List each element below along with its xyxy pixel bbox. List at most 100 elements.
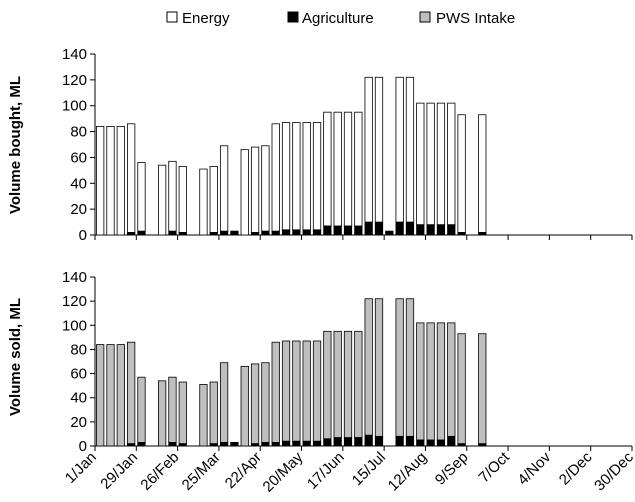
bar-agriculture-bought — [219, 230, 229, 236]
bar-agriculture-sold — [312, 440, 322, 447]
bar-pws-intake-sold — [240, 365, 249, 447]
bar-pws-intake-sold — [158, 380, 167, 447]
x-tick-label: 7/Oct — [476, 448, 514, 486]
bar-agriculture-bought — [447, 224, 456, 236]
bar-agriculture-sold — [261, 441, 270, 447]
y-tick-label-sold: 80 — [70, 341, 87, 358]
bar-pws-intake-sold — [209, 381, 218, 444]
bar-pws-intake-sold — [405, 298, 415, 437]
x-tick-label: 20/May — [260, 448, 307, 495]
bar-pws-intake-sold — [127, 341, 136, 444]
bar-pws-intake-sold — [478, 333, 487, 444]
legend-swatch-energy — [166, 11, 178, 23]
bar-energy-bought — [302, 122, 311, 231]
bar-agriculture-bought — [261, 230, 270, 236]
x-tick-label: 15/Jul — [349, 449, 389, 489]
x-tick-label: 4/Nov — [514, 448, 554, 488]
y-tick-label-bought: 80 — [70, 124, 87, 141]
bar-energy-bought — [457, 114, 466, 233]
bar-agriculture-bought — [302, 229, 311, 236]
bar-energy-bought — [405, 76, 415, 223]
x-tick-label: 1/Jan — [62, 449, 100, 487]
y-tick-label-bought: 20 — [70, 201, 87, 218]
bar-pws-intake-sold — [178, 381, 187, 444]
bar-agriculture-sold — [230, 441, 239, 447]
bar-pws-intake-sold — [447, 322, 456, 437]
bar-agriculture-sold — [219, 441, 229, 447]
bar-agriculture-sold — [364, 434, 373, 447]
bar-energy-bought — [209, 166, 218, 233]
bar-pws-intake-sold — [137, 376, 146, 443]
bar-energy-bought — [447, 102, 456, 226]
x-tick-label: 29/Jan — [97, 449, 141, 493]
x-tick-label: 2/Dec — [556, 448, 596, 488]
bar-energy-bought — [374, 76, 384, 223]
bar-energy-bought — [281, 122, 291, 231]
y-tick-label-bought: 40 — [70, 175, 87, 192]
bar-pws-intake-sold — [199, 384, 208, 447]
bar-energy-bought — [127, 123, 136, 233]
bar-energy-bought — [219, 145, 229, 232]
bar-pws-intake-sold — [457, 333, 466, 444]
bar-energy-bought — [261, 145, 270, 232]
bar-energy-bought — [178, 166, 187, 233]
bar-agriculture-bought — [364, 221, 373, 236]
bar-agriculture-bought — [426, 224, 435, 236]
bar-energy-bought — [426, 102, 435, 226]
bar-energy-bought — [354, 111, 363, 227]
bar-agriculture-bought — [385, 230, 394, 236]
bar-energy-bought — [168, 160, 177, 232]
bar-agriculture-bought — [436, 224, 446, 236]
bar-pws-intake-sold — [302, 340, 311, 442]
bar-agriculture-bought — [230, 230, 239, 236]
bar-energy-bought — [364, 76, 373, 223]
bar-agriculture-bought — [333, 225, 342, 236]
bar-pws-intake-sold — [395, 298, 404, 437]
bar-energy-bought — [333, 111, 342, 227]
bar-pws-intake-sold — [96, 344, 105, 447]
bar-agriculture-bought — [416, 224, 425, 236]
x-tick-label: 30/Dec — [591, 448, 635, 494]
bar-agriculture-sold — [447, 435, 456, 447]
bar-energy-bought — [436, 102, 446, 226]
bar-agriculture-sold — [426, 439, 435, 447]
legend-label-agriculture: Agriculture — [302, 10, 374, 27]
legend-swatch-pws-intake — [419, 11, 431, 23]
bar-energy-bought — [395, 76, 404, 223]
bar-pws-intake-sold — [116, 344, 125, 447]
bar-energy-bought — [292, 122, 301, 231]
y-tick-label-sold: 20 — [70, 414, 87, 431]
y-axis-label-sold: Volume sold, ML — [7, 298, 24, 416]
bar-energy-bought — [271, 123, 280, 232]
bar-energy-bought — [343, 111, 353, 227]
y-tick-label-bought: 140 — [62, 46, 87, 63]
bar-pws-intake-sold — [416, 322, 425, 441]
bar-pws-intake-sold — [168, 376, 177, 443]
bar-agriculture-sold — [354, 437, 363, 447]
top-plot-area: 0 20 40 60 80 100 120 140 — [62, 46, 633, 244]
bar-pws-intake-sold — [250, 363, 260, 444]
bar-pws-intake-sold — [426, 322, 435, 441]
y-tick-label-sold: 60 — [70, 366, 87, 383]
legend-swatch-agriculture — [287, 11, 299, 23]
bar-pws-intake-sold — [312, 340, 322, 442]
bar-agriculture-bought — [137, 230, 146, 236]
bar-agriculture-bought — [323, 225, 332, 236]
x-tick-label: 25/Mar — [179, 449, 224, 494]
y-tick-label-bought: 100 — [62, 98, 87, 115]
bar-pws-intake-sold — [281, 340, 291, 442]
bottom-plot-area: 0 20 40 60 80 100 120 140 — [62, 269, 633, 455]
bar-pws-intake-sold — [219, 362, 229, 443]
bar-pws-intake-sold — [374, 298, 384, 437]
legend-label-pws-intake: PWS Intake — [436, 10, 515, 27]
bar-energy-bought — [199, 168, 208, 236]
y-axis-label-bought: Volume bought, ML — [7, 76, 24, 214]
bar-energy-bought — [323, 111, 332, 227]
bar-pws-intake-sold — [323, 330, 332, 440]
y-tick-label-sold: 120 — [62, 293, 87, 310]
bar-pws-intake-sold — [436, 322, 446, 441]
bar-energy-bought — [106, 126, 115, 236]
bar-agriculture-sold — [333, 437, 342, 447]
bar-agriculture-sold — [374, 435, 384, 447]
